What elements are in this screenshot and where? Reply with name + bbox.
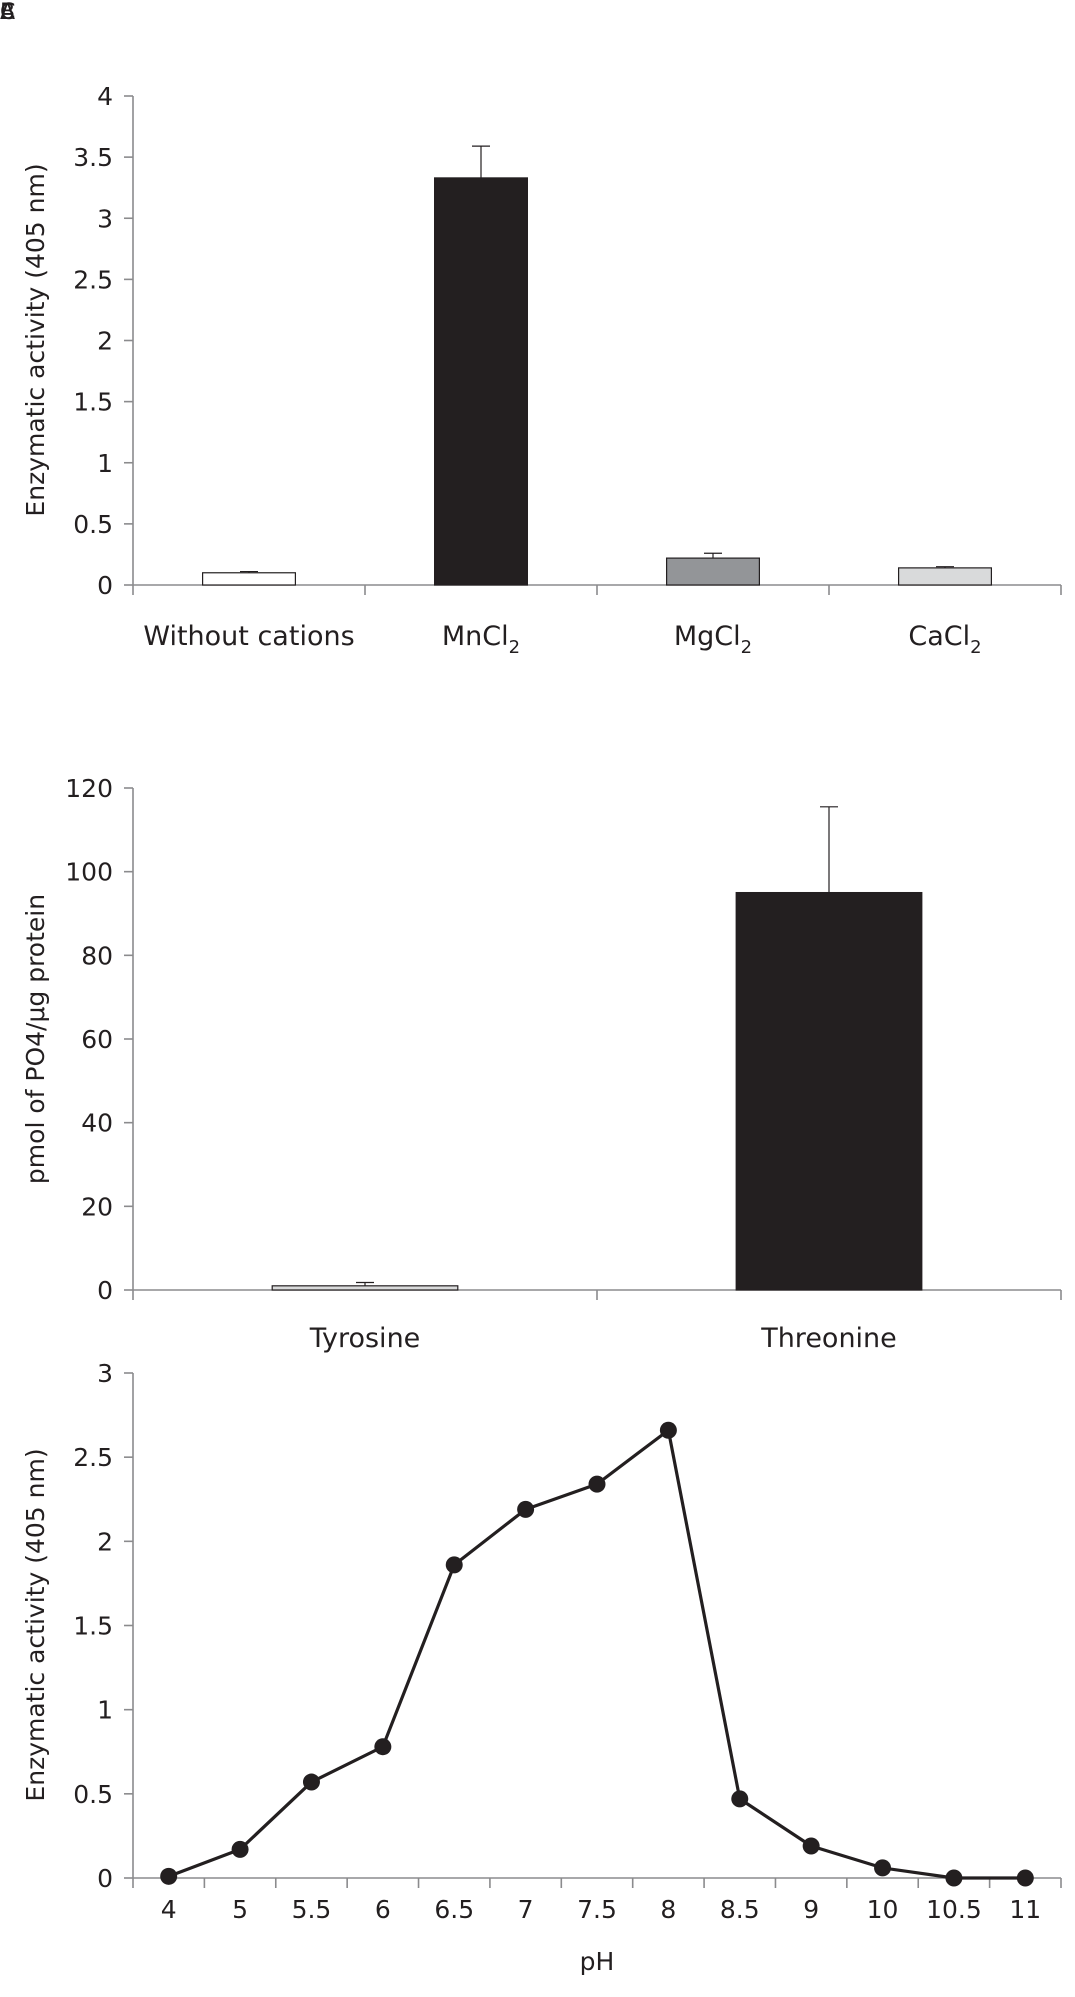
chart-c-data-point (160, 1867, 178, 1885)
chart-c-x-tick-label: 10 (867, 1895, 899, 1924)
chart-c-series-line (168, 1428, 1026, 1880)
chart-a-category-label: Without cations (143, 621, 354, 652)
chart-c-data-point (374, 1738, 392, 1756)
chart-c-y-tick-label: 2.5 (73, 1443, 113, 1472)
panel-label-b: B (0, 0, 16, 25)
chart-c-data-point (231, 1840, 249, 1858)
chart-c-data-point (445, 1556, 463, 1574)
chart-c-x-tick-label: 7.5 (577, 1895, 617, 1924)
chart-b-y-tick-label: 100 (65, 858, 113, 887)
chart-a-bar (897, 567, 992, 586)
chart-a-category-label: CaCl2 (908, 621, 981, 658)
chart-c-x-tick-label: 11 (1009, 1895, 1041, 1924)
chart-c-y-tick-label: 1 (97, 1696, 113, 1725)
chart-c-y-tick-label: 2 (97, 1527, 113, 1556)
chart-c-data-point (802, 1837, 820, 1855)
chart-c-y-tick-label: 0.5 (73, 1780, 113, 1809)
chart-c-x-tick-label: 9 (803, 1895, 819, 1924)
chart-a-bar (434, 177, 529, 586)
chart-b-category-label: Tyrosine (309, 1323, 421, 1354)
chart-c-y-tick-label: 3 (97, 1359, 113, 1388)
chart-b-y-tick-label: 0 (97, 1276, 113, 1305)
chart-b-y-tick-label: 120 (65, 774, 113, 803)
chart-b-y-tick-label: 20 (81, 1192, 113, 1221)
chart-c-x-axis-title: pH (580, 1947, 615, 1976)
chart-c-y-tick-label: 0 (97, 1864, 113, 1893)
chart-a-y-tick-label: 2 (97, 327, 113, 356)
chart-c-data-point (588, 1475, 606, 1493)
chart-a-y-tick-label: 2.5 (73, 265, 113, 294)
chart-b-y-tick-label: 60 (81, 1025, 113, 1054)
chart-a-y-tick-label: 1 (97, 449, 113, 478)
chart-a-y-tick-label: 0 (97, 571, 113, 600)
chart-c-x-tick-label: 10.5 (926, 1895, 982, 1924)
chart-c-x-tick-label: 6.5 (434, 1895, 474, 1924)
chart-c-x-tick-label: 6 (375, 1895, 391, 1924)
chart-a-bar (202, 572, 297, 586)
chart-b-bar (735, 891, 923, 1291)
chart-c-x-tick-label: 8.5 (720, 1895, 760, 1924)
chart-c-x-tick-label: 5.5 (292, 1895, 332, 1924)
chart-b-y-tick-label: 40 (81, 1109, 113, 1138)
chart-c-x-tick-label: 7 (518, 1895, 534, 1924)
chart-a-y-tick-label: 0.5 (73, 510, 113, 539)
chart-a-y-axis-title: Enzymatic activity (405 nm) (21, 163, 50, 516)
chart-a-bar (665, 557, 760, 586)
chart-c-data-point (874, 1859, 892, 1877)
chart-a-y-tick-label: 4 (97, 82, 113, 111)
chart-c-y-tick-label: 1.5 (73, 1612, 113, 1641)
chart-c-data-point (302, 1773, 320, 1791)
chart-c-data-point (731, 1790, 749, 1808)
chart-c-x-tick-label: 8 (660, 1895, 676, 1924)
chart-c-y-axis-title: Enzymatic activity (405 nm) (21, 1448, 50, 1801)
chart-c-x-tick-label: 4 (161, 1895, 177, 1924)
panel-label-a: A (0, 0, 16, 25)
chart-a-category-label: MnCl2 (442, 621, 520, 658)
chart-a-y-tick-label: 1.5 (73, 388, 113, 417)
chart-c-data-point (659, 1421, 677, 1439)
chart-c-x-tick-label: 5 (232, 1895, 248, 1924)
chart-b-category-label: Threonine (760, 1323, 897, 1354)
chart-b-bar (271, 1285, 459, 1291)
panel-label-c: C (0, 0, 16, 25)
chart-a-y-tick-label: 3 (97, 204, 113, 233)
chart-c-data-point (945, 1869, 963, 1887)
chart-b-y-axis-title: pmol of PO4/μg protein (21, 894, 50, 1184)
chart-c-data-point (517, 1500, 535, 1518)
chart-b-y-tick-label: 80 (81, 941, 113, 970)
chart-a-category-label: MgCl2 (674, 621, 752, 658)
chart-c-data-point (1016, 1869, 1034, 1887)
chart-a-y-tick-label: 3.5 (73, 143, 113, 172)
